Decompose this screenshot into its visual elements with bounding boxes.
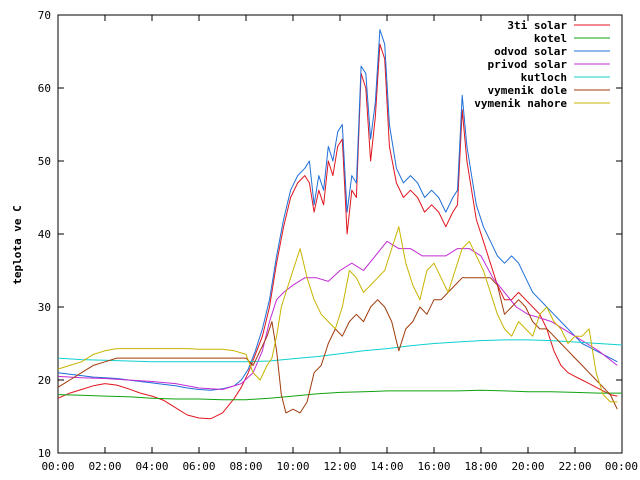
series-lines [57,29,623,420]
series-line-vymenik-nahore [57,226,618,403]
legend-label: vymenik nahore [474,97,567,110]
x-tick-label: 10:00 [276,460,309,473]
x-axis: 00:00 02:00 04:00 06:00 08:00 10:00 12:00 14:00… [41,15,638,473]
x-tick-label: 04:00 [135,460,168,473]
series-line-kutloch [57,339,623,363]
y-tick-label: 40 [38,228,51,241]
x-tick-label: 16:00 [417,460,450,473]
y-axis-label: teplota ve C [11,205,24,284]
series-line-3ti-solar [57,43,618,420]
x-tick-label: 12:00 [323,460,356,473]
y-tick-label: 60 [38,82,51,95]
y-tick-label: 10 [38,447,51,460]
x-tick-label: 08:00 [229,460,262,473]
y-tick-label: 70 [38,9,51,22]
x-tick-label: 02:00 [88,460,121,473]
x-tick-label: 14:00 [370,460,403,473]
series-line-odvod-solar [57,29,618,391]
x-tick-label: 06:00 [182,460,215,473]
x-tick-label: 00:00 [605,460,638,473]
series-line-privod-solar [57,240,618,390]
series-line-vymenik-dole [57,277,618,414]
legend-label: kutloch [521,71,567,84]
legend-label: odvod solar [494,45,567,58]
y-tick-label: 30 [38,301,51,314]
legend-label: 3ti solar [507,19,567,32]
x-tick-label: 00:00 [41,460,74,473]
y-tick-label: 20 [38,374,51,387]
series-line-kotel [57,389,622,401]
legend-label: privod solar [488,58,568,71]
legend-label: vymenik dole [488,84,568,97]
x-tick-label: 22:00 [558,460,591,473]
y-tick-label: 50 [38,155,51,168]
y-axis: 10 20 30 40 50 60 70 [38,9,622,460]
x-tick-label: 20:00 [511,460,544,473]
x-tick-label: 18:00 [464,460,497,473]
legend-label: kotel [534,32,567,45]
